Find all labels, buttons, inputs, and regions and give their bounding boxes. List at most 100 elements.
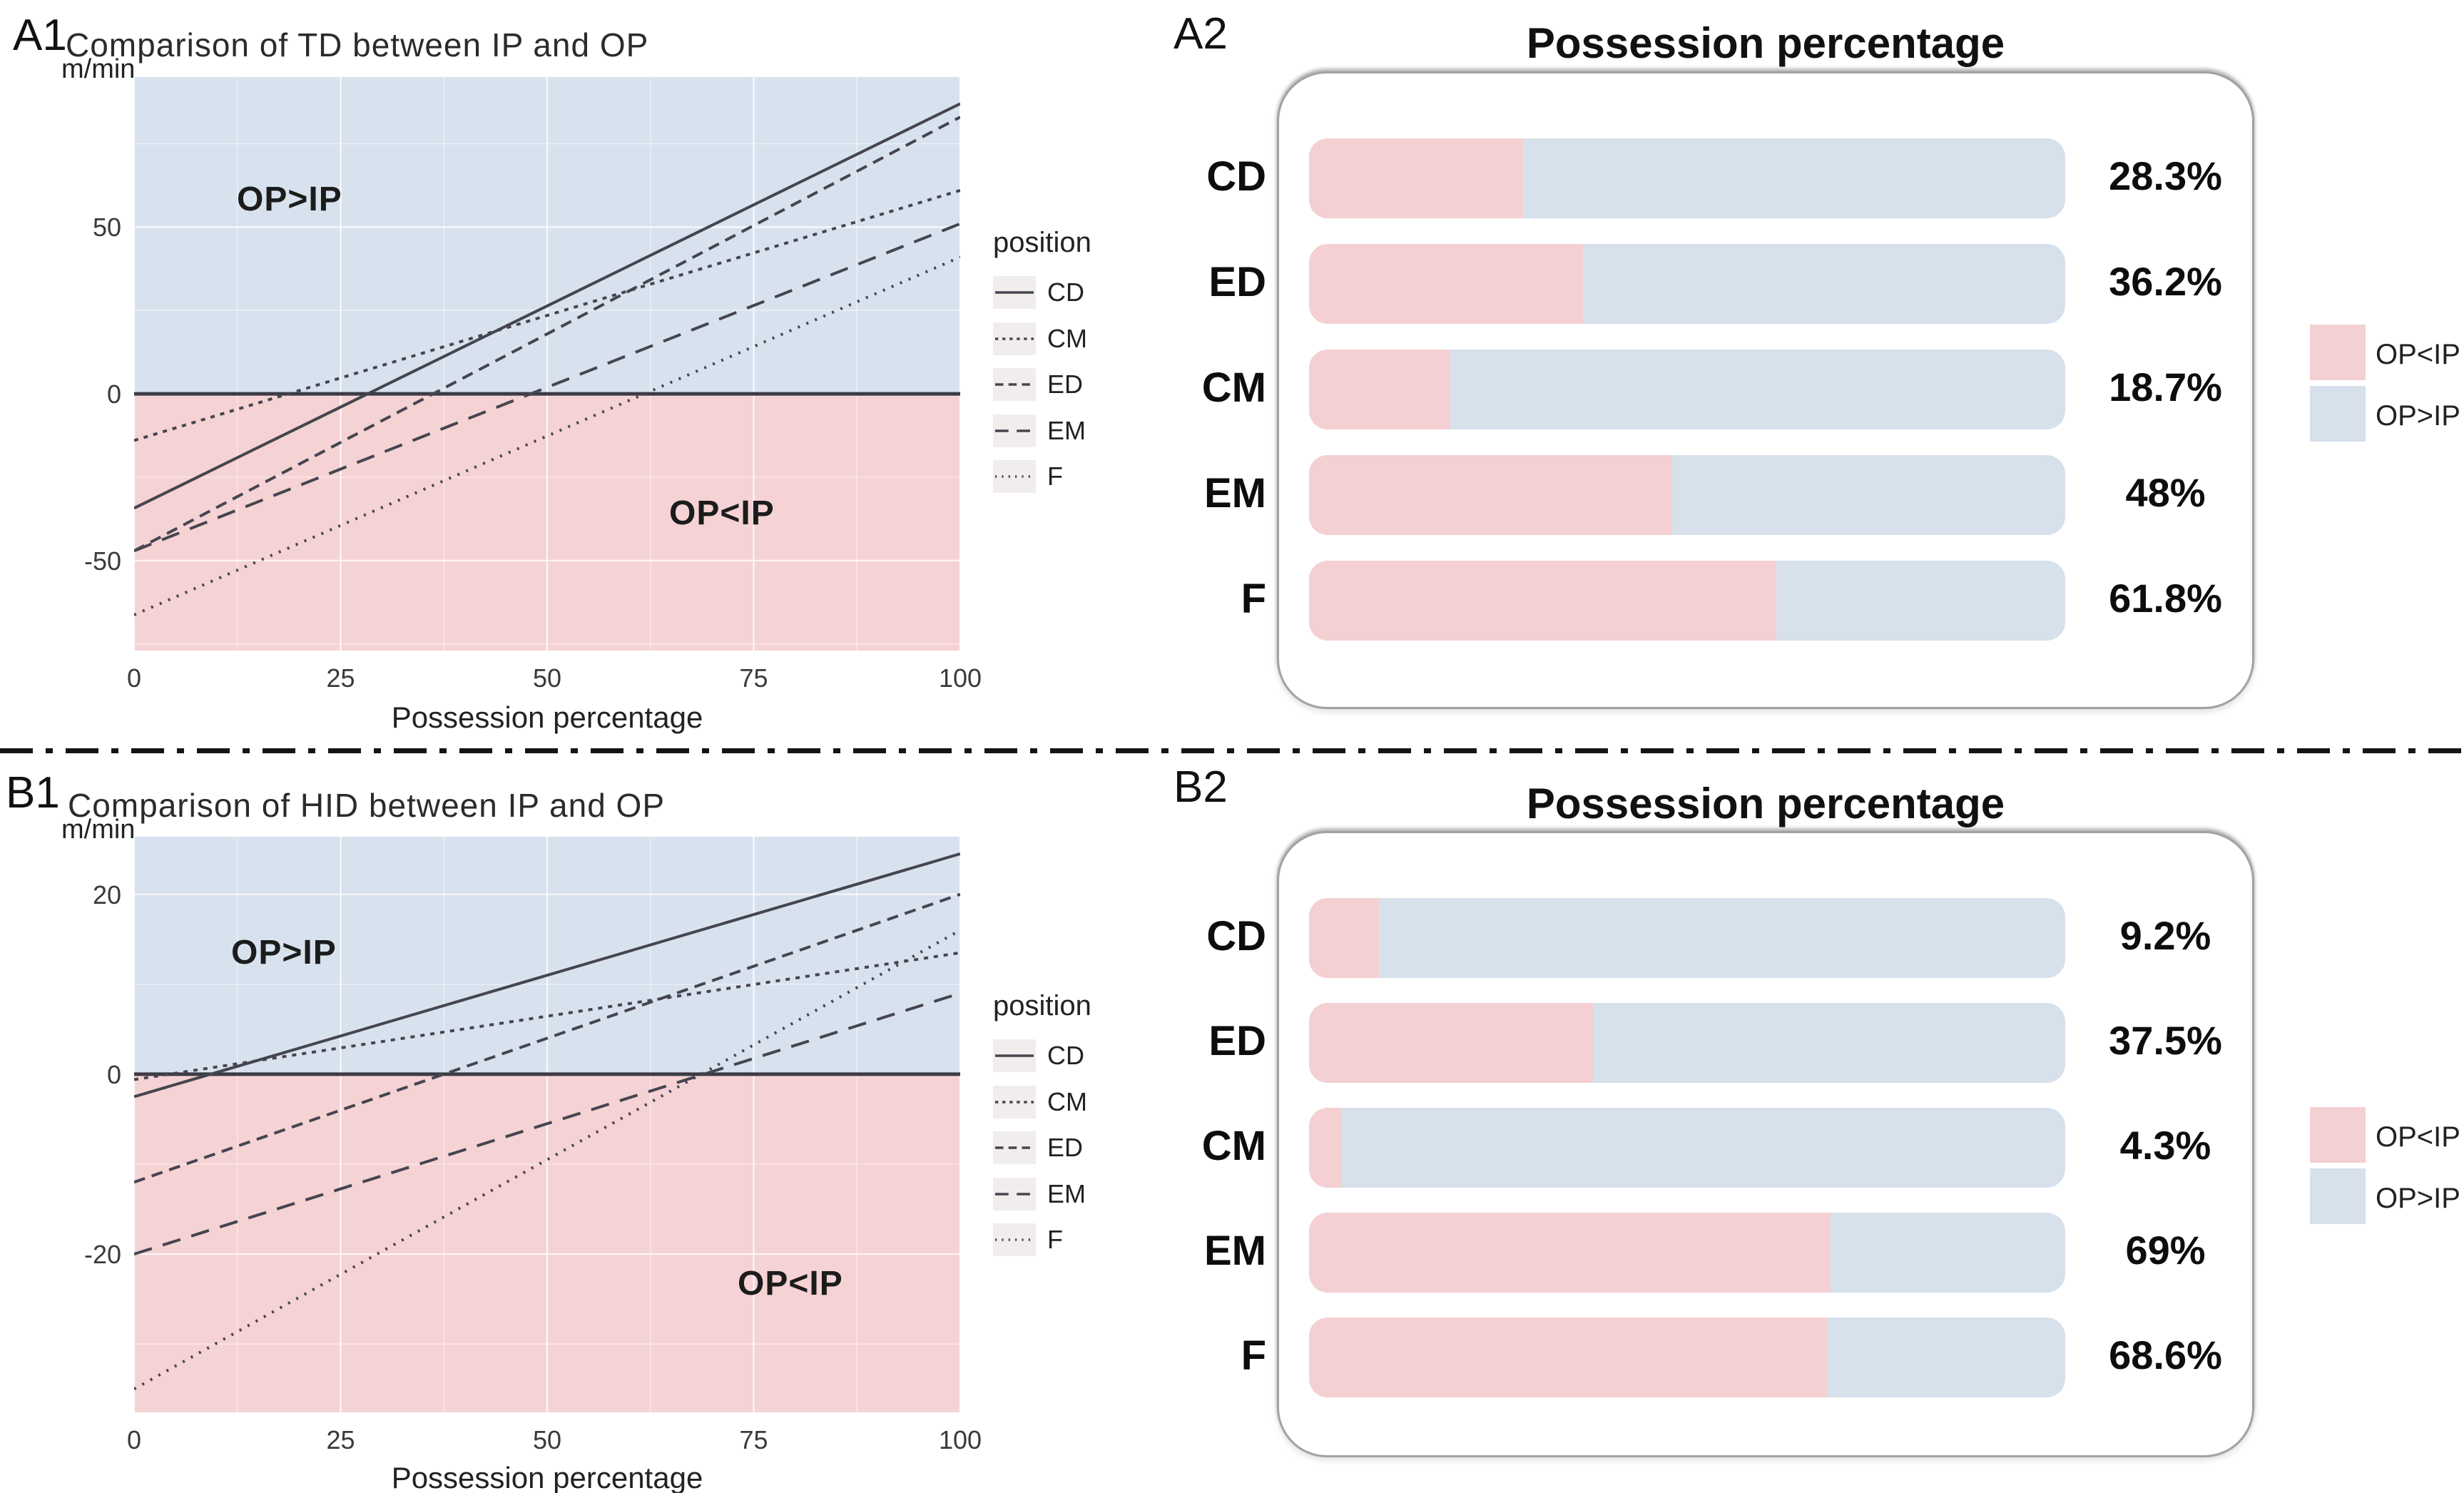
value-label-CD: 9.2% (2119, 913, 2211, 958)
legend-key-F (993, 460, 1036, 493)
bar-legend-swatch-op-gt-ip (2310, 386, 2366, 442)
bar-fill-op-lt-ip-CM (1309, 350, 1451, 429)
line-plot-b1 (134, 837, 960, 1412)
legend-key-CD (993, 276, 1036, 309)
row-divider-dashdot-line (0, 748, 2464, 753)
legend-label-F: F (1047, 1225, 1063, 1254)
chart-title-a2: Possession percentage (1526, 19, 2005, 67)
value-label-CD: 28.3% (2109, 153, 2222, 198)
legend-label-F: F (1047, 462, 1063, 491)
region-label-bottom-b1: OP<IP (738, 1265, 843, 1303)
x-tick-0: 0 (126, 1425, 142, 1454)
y-axis-unit-a1: m/min (61, 54, 136, 84)
value-label-CM: 4.3% (2119, 1123, 2211, 1168)
line-series-ED (134, 116, 960, 553)
legend-key-EM (993, 414, 1036, 447)
bar-track-ED (1309, 1003, 2065, 1083)
bar-track-CD (1309, 138, 2065, 218)
y-tick--20: -20 (83, 1240, 121, 1270)
bar-track-EM (1309, 1213, 2065, 1293)
line-series-CD (134, 852, 960, 1099)
bar-legend-label-op-lt-ip: OP<IP (2376, 1121, 2460, 1153)
category-label-CM: CM (1201, 365, 1266, 411)
x-tick-50: 50 (532, 663, 562, 693)
bar-legend-swatch-op-lt-ip (2310, 325, 2366, 380)
panel-label-b2: B2 (1174, 763, 1228, 812)
line-series-CM (134, 189, 960, 442)
x-tick-25: 25 (326, 1425, 355, 1454)
category-label-ED: ED (1208, 1018, 1266, 1064)
plot-canvas-a1 (134, 77, 960, 651)
category-label-EM: EM (1204, 1228, 1266, 1274)
legend-key-ED (993, 1131, 1036, 1164)
value-label-ED: 37.5% (2109, 1018, 2222, 1063)
bar-legend-swatch-op-lt-ip (2310, 1107, 2366, 1163)
bar-legend-swatch-op-gt-ip (2310, 1168, 2366, 1224)
value-label-EM: 69% (2125, 1228, 2206, 1273)
legend-label-CD: CD (1047, 1041, 1084, 1070)
legend-label-EM: EM (1047, 1178, 1086, 1208)
legend-title-a1: position (993, 227, 1091, 258)
y-tick-0: 0 (106, 379, 121, 409)
bar-track-CM (1309, 1108, 2065, 1188)
legend-key-EM (993, 1177, 1036, 1211)
region-label-top-b1: OP>IP (231, 934, 337, 972)
legend-key-CM (993, 1085, 1036, 1119)
value-label-ED: 36.2% (2109, 259, 2222, 304)
bar-fill-op-lt-ip-ED (1309, 244, 1583, 324)
bar-fill-op-lt-ip-CD (1309, 138, 1523, 218)
category-label-F: F (1241, 1333, 1266, 1379)
legend-label-CM: CM (1047, 323, 1087, 353)
x-axis-label-a1: Possession percentage (391, 700, 703, 734)
value-label-CM: 18.7% (2109, 365, 2222, 409)
y-axis-unit-b1: m/min (61, 815, 136, 845)
bar-track-EM (1309, 455, 2065, 535)
bar-fill-op-lt-ip-F (1309, 561, 1777, 641)
value-label-F: 61.8% (2109, 576, 2222, 621)
bar-track-F (1309, 561, 2065, 641)
chart-title-b1: Comparison of HID between IP and OP (68, 787, 666, 824)
bar-track-CM (1309, 350, 2065, 429)
bar-track-ED (1309, 244, 2065, 324)
region-label-top-a1: OP>IP (237, 180, 342, 218)
legend-label-EM: EM (1047, 415, 1086, 445)
y-tick-20: 20 (92, 880, 121, 909)
legend-label-CD: CD (1047, 277, 1084, 307)
y-tick-0: 0 (106, 1059, 121, 1089)
x-tick-25: 25 (326, 663, 355, 693)
legend-key-CM (993, 322, 1036, 355)
x-tick-50: 50 (532, 1425, 562, 1454)
legend-key-ED (993, 368, 1036, 401)
legend-key-F (993, 1223, 1036, 1256)
bar-fill-op-lt-ip-F (1309, 1318, 1828, 1397)
chart-title-a1: Comparison of TD between IP and OP (66, 26, 649, 63)
legend-title-b1: position (993, 990, 1091, 1021)
category-label-EM: EM (1204, 470, 1266, 516)
category-label-ED: ED (1208, 259, 1266, 305)
legend-key-CD (993, 1039, 1036, 1072)
bar-legend-label-op-gt-ip: OP>IP (2376, 1183, 2460, 1214)
x-tick-75: 75 (739, 663, 768, 693)
category-label-CD: CD (1206, 153, 1266, 200)
x-tick-100: 100 (938, 663, 982, 693)
x-tick-0: 0 (126, 663, 142, 693)
value-label-F: 68.6% (2109, 1333, 2222, 1377)
line-series-CD (134, 102, 960, 510)
bar-track-CD (1309, 898, 2065, 978)
line-series-F (134, 255, 960, 616)
x-axis-label-b1: Possession percentage (391, 1461, 703, 1493)
legend-label-ED: ED (1047, 370, 1084, 399)
x-tick-100: 100 (938, 1425, 982, 1454)
line-series-EM (134, 992, 960, 1255)
panel-label-a1: A1 (13, 11, 67, 60)
line-plot-a1 (134, 77, 960, 651)
panel-label-b1: B1 (6, 768, 60, 817)
panel-label-a2: A2 (1174, 9, 1228, 58)
bar-fill-op-lt-ip-EM (1309, 1213, 1831, 1293)
bar-fill-op-lt-ip-CD (1309, 898, 1379, 978)
bar-track-F (1309, 1318, 2065, 1397)
region-label-bottom-a1: OP<IP (669, 494, 775, 532)
line-series-ED (134, 892, 960, 1184)
x-tick-75: 75 (739, 1425, 768, 1454)
